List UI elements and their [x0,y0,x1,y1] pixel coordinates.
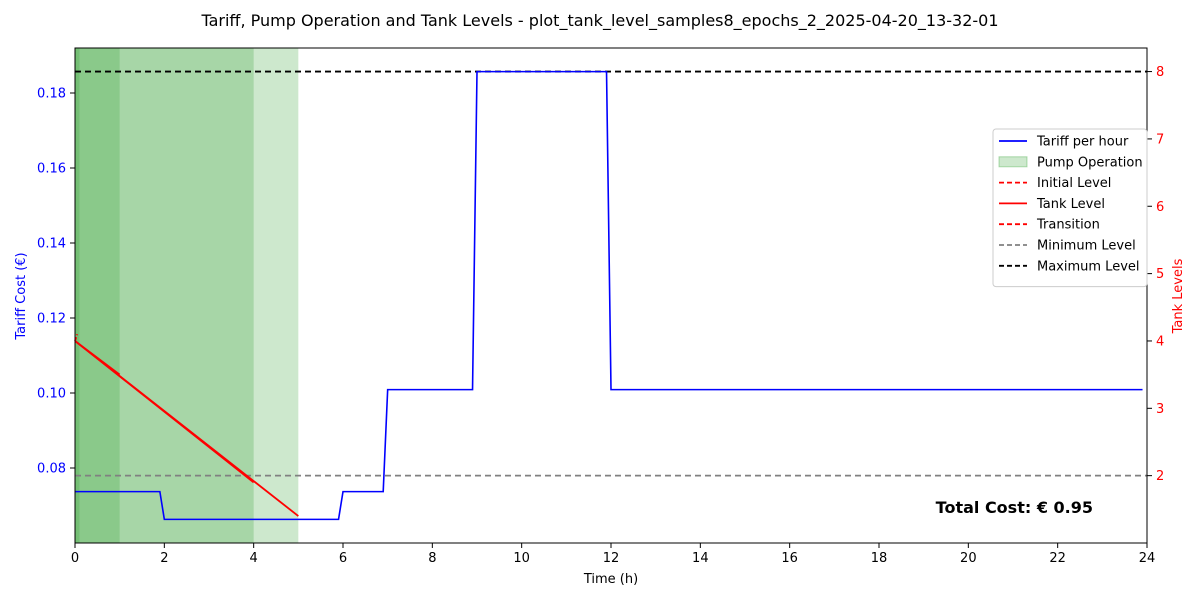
x-tick-label: 2 [160,551,168,566]
y-left-tick-label: 0.08 [37,462,66,477]
x-tick-label: 12 [603,551,620,566]
legend-label: Pump Operation [1037,155,1143,170]
legend-label: Tariff per hour [1036,135,1129,150]
y-right-tick-label: 3 [1156,402,1164,417]
x-tick-label: 22 [1049,551,1066,566]
chart-title: Tariff, Pump Operation and Tank Levels -… [200,11,998,31]
tariff-line [75,70,1143,521]
y-left-axis: 0.08 0.10 0.12 0.14 0.16 0.18 [37,87,75,477]
y-right-tick-label: 6 [1156,200,1164,215]
pump-operation-band-0 [75,48,120,543]
legend: Tariff per hour Pump Operation Initial Lev… [992,128,1148,288]
y-left-tick-label: 0.18 [37,87,66,102]
y-right-tick-label: 4 [1156,334,1164,349]
total-cost-annotation: Total Cost: € 0.95 [936,498,1093,517]
pump-operation-band-2 [75,48,299,543]
y-right-tick-label: 5 [1156,267,1164,282]
legend-label: Maximum Level [1037,259,1140,274]
x-tick-label: 6 [339,551,347,566]
y-left-tick-label: 0.10 [37,387,66,402]
y-right-axis: 2 3 4 5 6 7 8 [1147,65,1164,484]
y-right-tick-label: 8 [1156,65,1164,80]
legend-label: Transition [1036,218,1100,233]
y-right-axis-title: Tank Levels [1171,258,1186,334]
legend-box [992,128,1148,288]
x-tick-label: 4 [250,551,258,566]
x-tick-label: 10 [513,551,530,566]
y-left-tick-label: 0.16 [37,162,66,177]
pump-operation-band-1 [75,48,254,543]
y-left-tick-label: 0.14 [37,237,66,252]
y-left-tick-label: 0.12 [37,312,66,327]
x-axis: 0 2 4 6 8 10 12 14 16 18 20 22 24 [71,543,1155,566]
pump-operation-band-3 [75,48,80,543]
pump-operation-layer [75,48,299,543]
x-tick-label: 8 [428,551,436,566]
x-axis-title: Time (h) [583,572,638,587]
y-left-axis-title: Tariff Cost (€) [14,252,29,340]
legend-label: Minimum Level [1037,239,1136,254]
tank-level-line-2 [74,340,121,376]
legend-swatch [998,156,1028,168]
legend-label: Tank Level [1036,197,1105,212]
y-right-tick-label: 7 [1156,132,1164,147]
x-tick-label: 16 [781,551,798,566]
x-tick-label: 20 [960,551,977,566]
lines-layer [74,70,1147,521]
x-tick-label: 24 [1139,551,1156,566]
y-right-tick-label: 2 [1156,469,1164,484]
x-tick-label: 18 [871,551,888,566]
x-tick-label: 14 [692,551,709,566]
x-tick-label: 0 [71,551,79,566]
legend-label: Initial Level [1037,176,1111,191]
